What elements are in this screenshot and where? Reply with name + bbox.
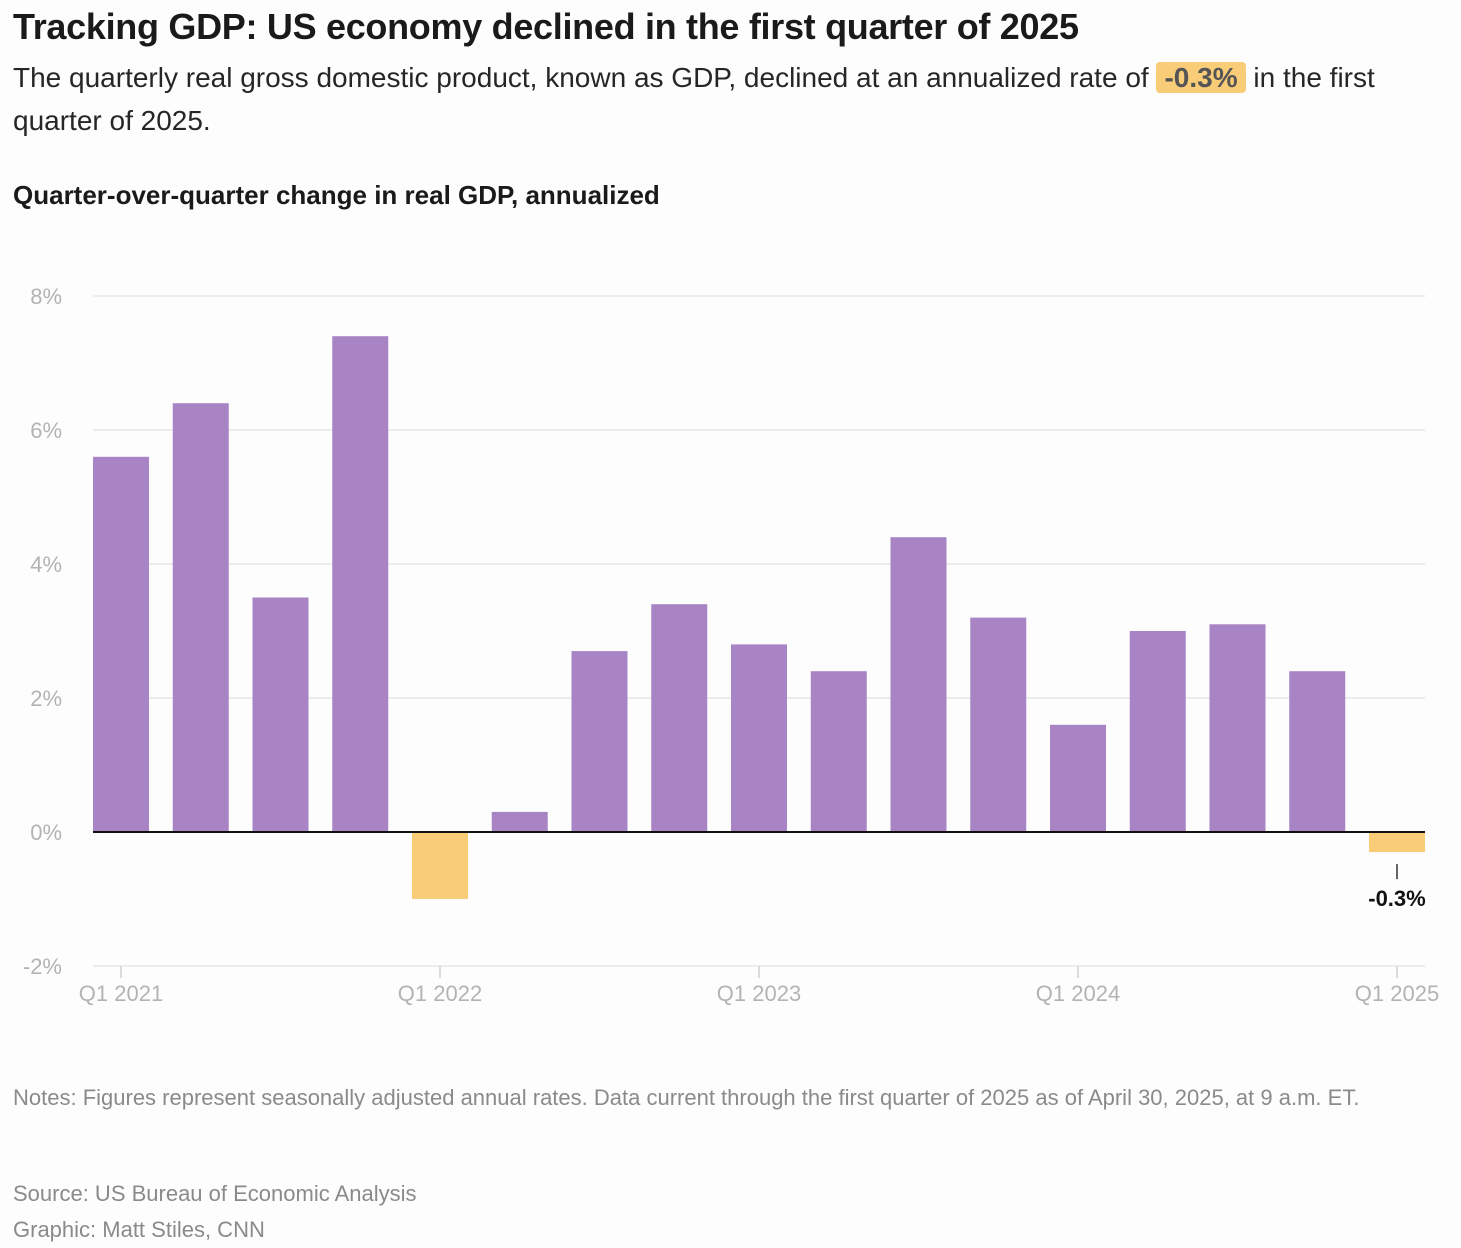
bar-q1-2025 — [1369, 832, 1425, 853]
source-text: Source: US Bureau of Economic Analysis — [13, 1181, 417, 1206]
annotation-label: -0.3% — [1368, 886, 1425, 911]
bar-q4-2024 — [1289, 671, 1346, 832]
x-tick-label: Q1 2022 — [398, 981, 482, 1006]
bar-q1-2021 — [93, 456, 149, 832]
subtitle: The quarterly real gross domestic produc… — [13, 56, 1413, 142]
x-tick-label: Q1 2021 — [79, 981, 163, 1006]
y-tick-label: 0% — [30, 820, 62, 845]
bar-q4-2023 — [970, 617, 1027, 832]
page-title: Tracking GDP: US economy declined in the… — [13, 6, 1079, 47]
gdp-bar-chart: -2%0%2%4%6%8% Q1 2021 Q1 2022 Q1 2023 Q1 20… — [23, 284, 1439, 1006]
bar-q1-2022 — [412, 832, 468, 899]
x-tick-label: Q1 2024 — [1036, 981, 1120, 1006]
x-tick-label: Q1 2025 — [1355, 981, 1439, 1006]
y-tick-label: 4% — [30, 552, 62, 577]
x-tick-label: Q1 2023 — [717, 981, 801, 1006]
bar-q4-2022 — [651, 604, 708, 832]
y-tick-label: 6% — [30, 418, 62, 443]
bar-q1-2024 — [1050, 724, 1106, 832]
subtitle-text-before: The quarterly real gross domestic produc… — [13, 62, 1157, 93]
annotation: -0.3% — [1368, 864, 1426, 911]
y-tick-label: 8% — [30, 284, 62, 309]
bar-q3-2021 — [252, 597, 309, 832]
bar-q1-2023 — [731, 644, 787, 832]
x-axis: Q1 2021 Q1 2022 Q1 2023 Q1 2024 Q1 2025 — [79, 966, 1439, 1006]
bar-q3-2023 — [890, 537, 947, 832]
bar-q3-2024 — [1209, 624, 1266, 832]
credit-text: Graphic: Matt Stiles, CNN — [13, 1217, 265, 1242]
notes-text: Notes: Figures represent seasonally adju… — [13, 1085, 1360, 1110]
subtitle-highlight-value: -0.3% — [1156, 62, 1246, 93]
bar-q3-2022 — [571, 651, 628, 832]
subtitle-text-after: in the first quarter of 2025. — [13, 62, 1375, 136]
chart-title: Quarter-over-quarter change in real GDP,… — [13, 180, 660, 210]
y-tick-label: -2% — [23, 954, 62, 979]
y-tick-label: 2% — [30, 686, 62, 711]
bar-q2-2023 — [810, 671, 867, 832]
bar-q2-2021 — [172, 403, 229, 832]
bar-q2-2024 — [1129, 631, 1186, 832]
bars — [93, 336, 1425, 899]
bar-q2-2022 — [491, 811, 548, 832]
source-block: Source: US Bureau of Economic Analysis G… — [13, 1176, 417, 1248]
bar-q4-2021 — [332, 336, 389, 832]
